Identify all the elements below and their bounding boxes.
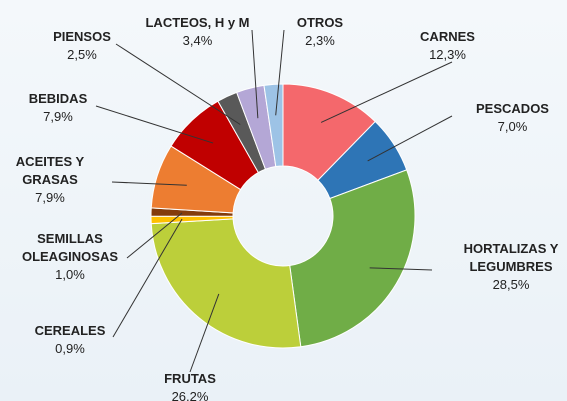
category-label: ACEITES Y GRASAS [15, 154, 85, 187]
data-label: CEREALES 0,9% [20, 322, 120, 358]
value-label: 7,9% [35, 190, 65, 205]
leader-line [251, 29, 259, 119]
value-label: 1,0% [55, 267, 85, 282]
category-label: CARNES [420, 29, 475, 44]
leader-line [112, 218, 183, 338]
value-label: 3,4% [182, 33, 213, 48]
data-label: HORTALIZAS Y LEGUMBRES 28,5% [455, 240, 567, 294]
value-label: 7,0% [497, 119, 528, 134]
value-label: 2,5% [67, 47, 97, 62]
data-label: SEMILLAS OLEAGINOSAS 1,0% [5, 230, 135, 284]
leader-line [367, 115, 453, 162]
leader-line [275, 29, 285, 116]
category-label: PESCADOS [476, 101, 549, 116]
category-label: OTROS [296, 15, 344, 30]
category-label: LACTEOS, H y M [145, 15, 250, 30]
value-label: 26,2% [171, 389, 209, 401]
data-label: FRUTAS 26,2% [140, 370, 240, 401]
leader-line [111, 181, 187, 186]
category-label: BEBIDAS [28, 91, 88, 106]
leader-line [320, 61, 453, 123]
leader-line [126, 212, 183, 259]
leader-line [95, 105, 214, 144]
donut-slice [263, 83, 284, 168]
category-label: PIENSOS [53, 29, 111, 44]
data-label: ACEITES Y GRASAS 7,9% [0, 153, 100, 207]
value-label: 12,3% [429, 47, 466, 62]
data-label: CARNES 12,3% [400, 28, 495, 64]
leader-line [189, 293, 220, 373]
value-label: 28,5% [492, 277, 530, 292]
data-label: BEBIDAS 7,9% [8, 90, 108, 126]
data-label: LACTEOS, H y M 3,4% [140, 14, 255, 50]
data-label: PESCADOS 7,0% [465, 100, 560, 136]
category-label: SEMILLAS OLEAGINOSAS [21, 231, 119, 264]
data-label: OTROS 2,3% [270, 14, 370, 50]
category-label: CEREALES [34, 323, 106, 338]
category-label: HORTALIZAS Y LEGUMBRES [463, 241, 559, 274]
leader-line [115, 43, 241, 125]
donut-slice [289, 169, 416, 348]
value-label: 7,9% [43, 109, 73, 124]
donut-slice [150, 218, 302, 349]
data-label: PIENSOS 2,5% [32, 28, 132, 64]
leader-line [369, 267, 433, 271]
value-label: 0,9% [55, 341, 85, 356]
category-label: FRUTAS [164, 371, 216, 386]
value-label: 2,3% [305, 33, 335, 48]
